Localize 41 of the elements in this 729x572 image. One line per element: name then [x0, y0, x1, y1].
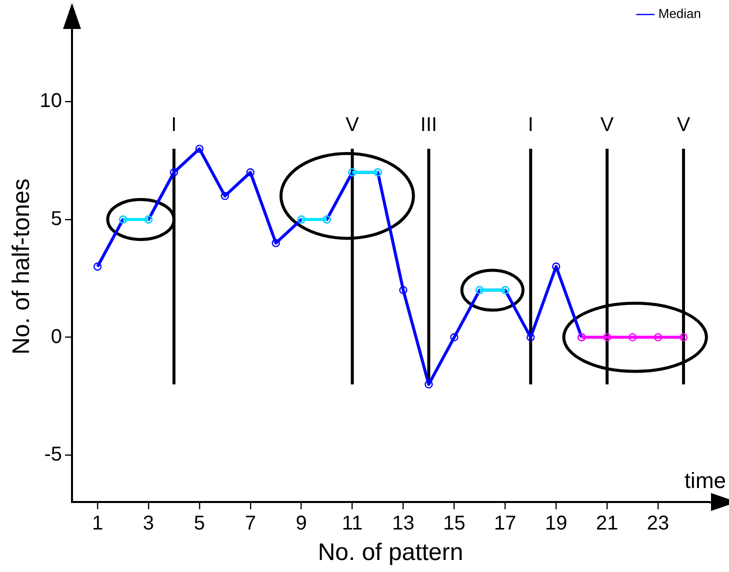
x-tick-label: 1	[92, 512, 104, 535]
point	[526, 333, 535, 342]
x-axis-title: No. of pattern	[318, 539, 464, 566]
y-tick-label: -5	[44, 444, 62, 466]
annotation: time	[684, 468, 726, 494]
point	[93, 262, 102, 271]
point	[552, 262, 560, 271]
point	[628, 333, 637, 342]
x-tick-label: 11	[342, 512, 363, 535]
ref-line-label: III	[420, 114, 438, 136]
x-tick-label: 19	[545, 512, 568, 535]
point	[246, 168, 254, 176]
y-tick-label: 0	[50, 326, 62, 348]
x-tick-label: 5	[194, 512, 205, 535]
y-tick-label: 10	[40, 90, 62, 112]
y-tick-label: 5	[50, 208, 62, 230]
x-tick-label: 21	[596, 512, 618, 535]
x-tick-label: 15	[443, 512, 466, 535]
x-tick-label: 9	[296, 512, 307, 535]
point	[195, 144, 204, 153]
point	[654, 333, 662, 342]
point	[424, 380, 433, 388]
point	[272, 238, 280, 248]
point	[679, 333, 688, 342]
point	[220, 192, 230, 200]
point	[450, 333, 458, 342]
ref-line-label: V	[676, 114, 691, 136]
ref-line-label: I	[528, 114, 534, 136]
ref-line-label: I	[171, 114, 177, 136]
x-tick-label: 3	[142, 512, 154, 535]
x-tick-label: 13	[392, 512, 414, 535]
x-tick-label: 23	[646, 512, 670, 535]
y-axis-title: No. of half-tones	[8, 178, 36, 355]
x-tick-label: 7	[244, 512, 256, 535]
point	[399, 286, 408, 294]
x-tick-label: 17	[494, 512, 516, 535]
ref-line-label: V	[600, 114, 614, 136]
point	[170, 168, 178, 176]
ref-line-label: V	[346, 114, 360, 136]
point	[602, 333, 612, 342]
legend-label: Median	[658, 6, 702, 22]
